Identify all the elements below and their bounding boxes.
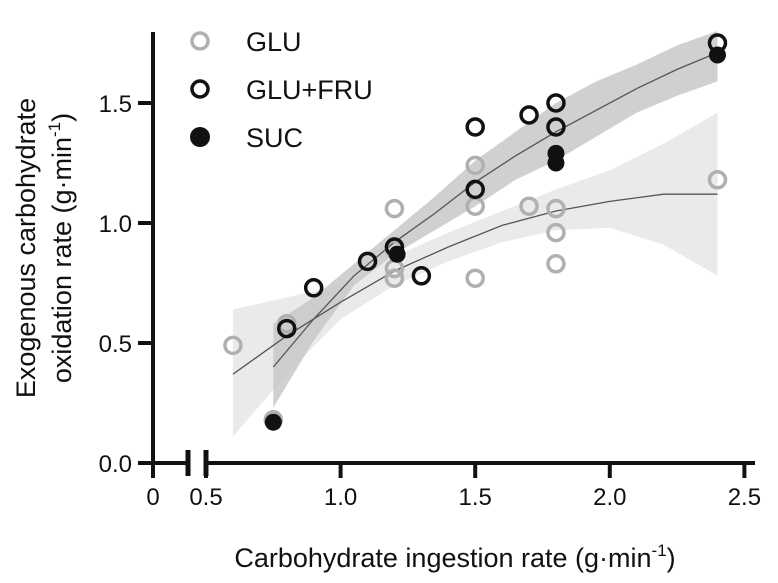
point-suc xyxy=(388,245,406,263)
x-tick-label: 2.0 xyxy=(593,484,626,511)
point-glu-fru xyxy=(465,179,485,200)
legend-label-suc: SUC xyxy=(246,123,303,153)
point-glu xyxy=(519,196,539,216)
point-glu xyxy=(546,198,566,219)
x-axis: 0 0.5 1.0 1.5 2.0 2.5 xyxy=(146,450,761,511)
confidence-bands xyxy=(232,31,718,437)
y-axis-title-line2: oxidation rate (g·min-1) xyxy=(45,113,77,383)
point-glu-fru xyxy=(546,93,566,113)
point-glu-fru xyxy=(411,266,432,286)
x-tick-label: 1.0 xyxy=(324,484,357,511)
legend-marker-glu xyxy=(190,31,210,51)
point-glu-fru xyxy=(465,117,485,137)
point-glu xyxy=(465,268,485,288)
point-glu-fru xyxy=(303,278,324,298)
point-glu xyxy=(546,222,566,243)
y-tick-label: 1.0 xyxy=(99,211,132,238)
x-axis-title: Carbohydrate ingestion rate (g·min-1) xyxy=(234,541,675,573)
point-glu xyxy=(546,254,566,274)
y-axis-title-line1: Exogenous carbohydrate xyxy=(11,98,41,398)
point-glu xyxy=(384,198,405,219)
y-axis: 0.0 0.5 1.0 1.5 xyxy=(99,32,155,478)
legend: GLU GLU+FRU SUC xyxy=(190,27,373,153)
legend-marker-glu-fru xyxy=(190,79,210,99)
point-glu xyxy=(707,170,728,190)
confidence-band-glu xyxy=(232,112,718,437)
legend-label-glu-fru: GLU+FRU xyxy=(246,75,373,105)
x-tick-label: 1.5 xyxy=(459,484,492,511)
point-glu xyxy=(384,268,405,288)
fit-curve-glu-fru xyxy=(272,51,718,368)
point-glu-fru xyxy=(519,105,539,125)
legend-marker-suc xyxy=(190,127,210,147)
legend-label-glu: GLU xyxy=(246,27,302,57)
point-suc xyxy=(547,154,565,172)
x-ticks: 0 0.5 1.0 1.5 2.0 2.5 xyxy=(146,463,761,511)
point-glu xyxy=(465,155,485,176)
y-tick-label: 0.0 xyxy=(99,451,132,478)
point-suc xyxy=(264,413,282,431)
x-tick-label: 2.5 xyxy=(728,484,761,511)
point-glu-fru xyxy=(357,251,378,272)
x-tick-label: 0 xyxy=(146,484,159,511)
confidence-band-glu-fru xyxy=(273,31,718,408)
y-ticks: 0.0 0.5 1.0 1.5 xyxy=(99,91,153,478)
x-tick-label: 0.5 xyxy=(189,484,222,511)
y-tick-label: 0.5 xyxy=(99,331,132,358)
fit-curves xyxy=(232,51,718,375)
data-points xyxy=(223,33,728,431)
point-suc xyxy=(708,46,726,64)
y-tick-label: 1.5 xyxy=(99,91,132,118)
point-glu-fru xyxy=(546,117,566,137)
point-glu xyxy=(223,335,243,356)
point-glu-fru xyxy=(277,318,297,339)
